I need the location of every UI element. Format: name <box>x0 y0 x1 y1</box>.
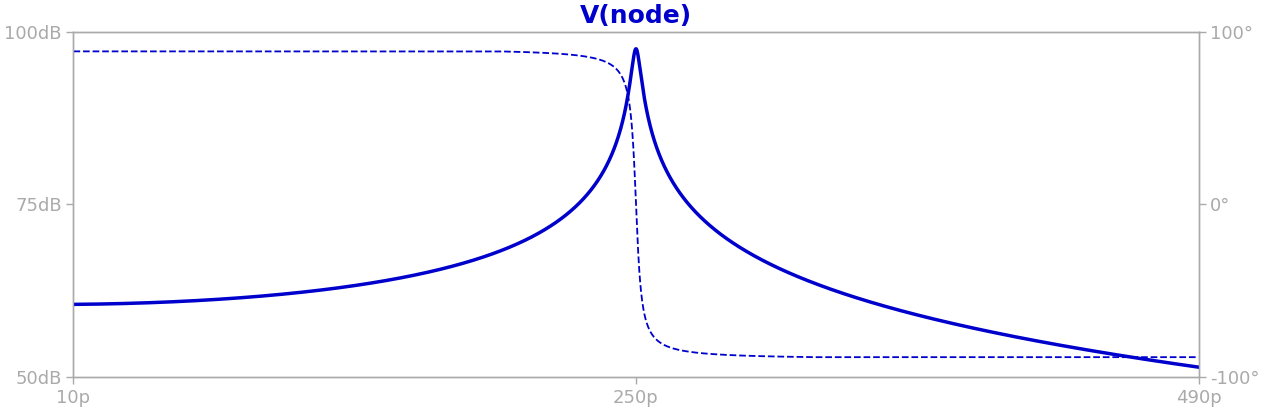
Title: V(node): V(node) <box>580 4 693 28</box>
